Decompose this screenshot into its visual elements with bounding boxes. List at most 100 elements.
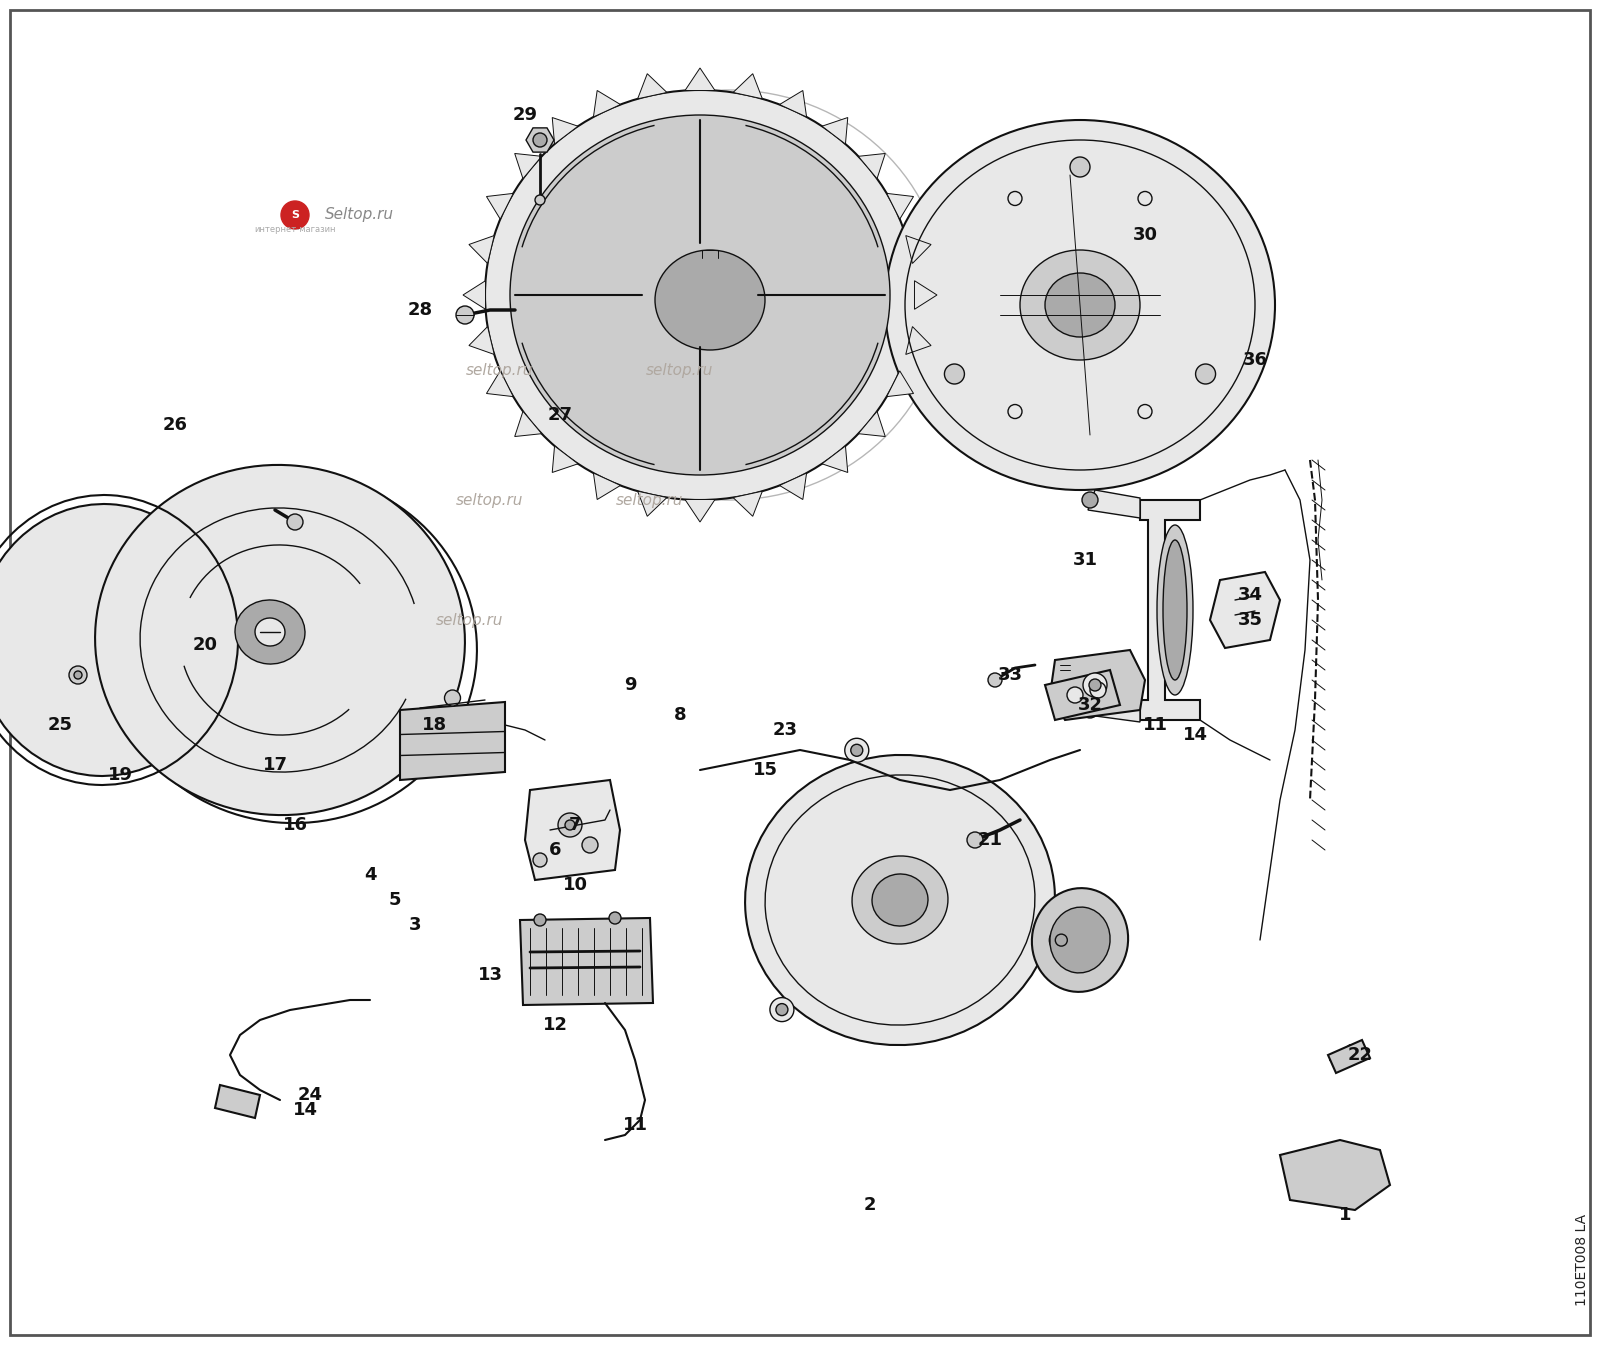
Text: 21: 21 [978, 831, 1003, 849]
Polygon shape [1045, 670, 1120, 720]
Text: 12: 12 [542, 1015, 568, 1034]
Text: 31: 31 [1072, 551, 1098, 569]
Polygon shape [638, 74, 667, 98]
Circle shape [610, 912, 621, 924]
Circle shape [1138, 191, 1152, 206]
Circle shape [533, 133, 547, 147]
Ellipse shape [1163, 539, 1187, 681]
Text: 26: 26 [163, 416, 187, 434]
Polygon shape [822, 117, 848, 144]
Polygon shape [1088, 695, 1139, 722]
Text: 30: 30 [1133, 226, 1157, 243]
Circle shape [74, 671, 82, 679]
Polygon shape [526, 128, 554, 152]
Circle shape [770, 998, 794, 1022]
Polygon shape [486, 371, 514, 397]
Circle shape [966, 833, 982, 847]
Text: 6: 6 [549, 841, 562, 859]
Circle shape [1008, 191, 1022, 206]
Text: 8: 8 [674, 706, 686, 724]
Text: 18: 18 [422, 716, 448, 734]
Polygon shape [469, 327, 494, 355]
Polygon shape [886, 194, 914, 219]
Circle shape [565, 820, 574, 830]
Polygon shape [638, 491, 667, 516]
Circle shape [1090, 682, 1106, 698]
Circle shape [1070, 157, 1090, 178]
Polygon shape [1210, 572, 1280, 648]
Text: 17: 17 [262, 756, 288, 773]
Text: seltop.ru: seltop.ru [616, 492, 683, 507]
Text: seltop.ru: seltop.ru [437, 612, 504, 628]
Text: 20: 20 [192, 636, 218, 654]
Ellipse shape [1050, 907, 1110, 972]
Text: 29: 29 [512, 106, 538, 124]
Circle shape [1050, 928, 1074, 952]
Polygon shape [779, 473, 806, 499]
Polygon shape [1139, 500, 1200, 720]
Ellipse shape [235, 600, 306, 664]
Text: 34: 34 [1237, 586, 1262, 604]
Circle shape [1195, 364, 1216, 385]
Text: 11: 11 [622, 1116, 648, 1134]
Circle shape [533, 853, 547, 868]
Text: 16: 16 [283, 816, 307, 834]
Text: 3: 3 [408, 916, 421, 933]
Circle shape [282, 200, 309, 229]
Polygon shape [822, 447, 848, 472]
Text: 14: 14 [293, 1102, 317, 1119]
Circle shape [1138, 405, 1152, 418]
Text: 23: 23 [773, 721, 797, 738]
Polygon shape [214, 1085, 259, 1118]
Circle shape [845, 738, 869, 763]
Text: 32: 32 [1077, 695, 1102, 714]
Text: 27: 27 [547, 406, 573, 424]
Circle shape [69, 666, 86, 685]
Circle shape [558, 812, 582, 837]
Text: 5: 5 [389, 890, 402, 909]
Text: 10: 10 [563, 876, 587, 894]
Ellipse shape [1045, 273, 1115, 338]
Polygon shape [1088, 490, 1139, 518]
Ellipse shape [885, 120, 1275, 490]
Text: 110ET008 LA: 110ET008 LA [1574, 1215, 1589, 1306]
Polygon shape [552, 447, 578, 472]
Text: 13: 13 [477, 966, 502, 985]
Circle shape [1082, 702, 1098, 718]
Text: 28: 28 [408, 301, 432, 319]
Text: 33: 33 [997, 666, 1022, 685]
Text: 1: 1 [1339, 1206, 1352, 1224]
Polygon shape [915, 281, 938, 309]
Circle shape [1082, 492, 1098, 508]
Ellipse shape [872, 874, 928, 925]
Polygon shape [886, 371, 914, 397]
Ellipse shape [485, 90, 915, 500]
Ellipse shape [1032, 888, 1128, 991]
Circle shape [1083, 672, 1107, 697]
Polygon shape [1050, 650, 1146, 720]
Circle shape [445, 690, 461, 706]
Polygon shape [594, 473, 621, 499]
Polygon shape [400, 702, 506, 780]
Text: 15: 15 [752, 761, 778, 779]
Text: 24: 24 [298, 1085, 323, 1104]
Polygon shape [515, 153, 542, 179]
Text: 4: 4 [363, 866, 376, 884]
Ellipse shape [0, 504, 230, 776]
Polygon shape [906, 327, 931, 355]
Polygon shape [779, 90, 806, 117]
Circle shape [944, 364, 965, 385]
Text: seltop.ru: seltop.ru [456, 492, 523, 507]
Circle shape [989, 672, 1002, 687]
Circle shape [1008, 405, 1022, 418]
Polygon shape [1328, 1040, 1370, 1073]
Circle shape [534, 195, 546, 204]
Polygon shape [858, 153, 885, 179]
Text: 19: 19 [107, 767, 133, 784]
Ellipse shape [94, 465, 466, 815]
Circle shape [286, 514, 302, 530]
Polygon shape [733, 74, 762, 98]
Circle shape [456, 307, 474, 324]
Text: 35: 35 [1237, 611, 1262, 629]
Polygon shape [552, 117, 578, 144]
